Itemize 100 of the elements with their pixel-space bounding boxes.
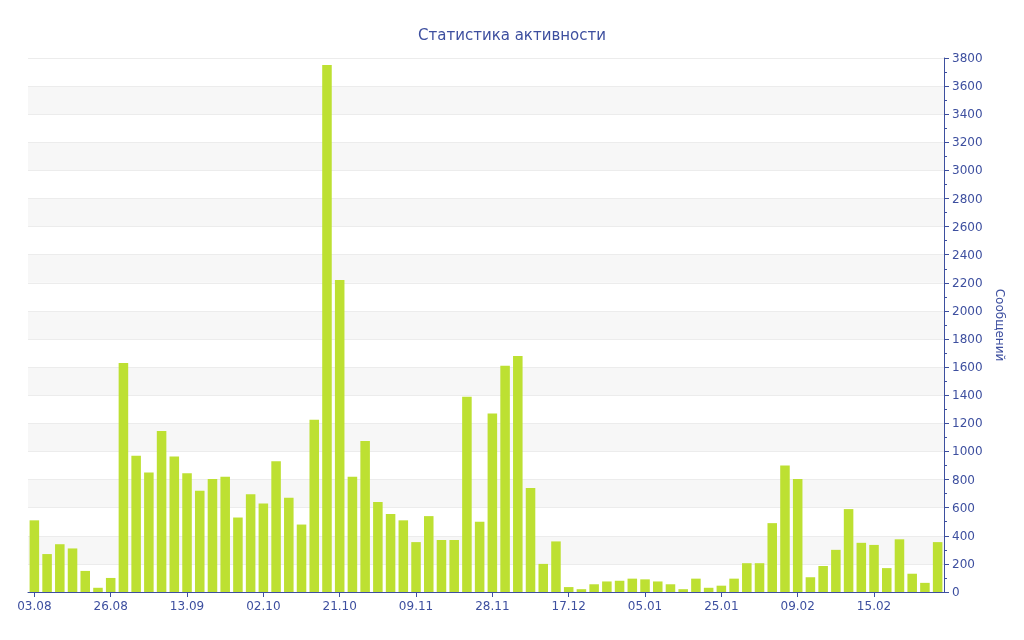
bar: [93, 587, 103, 592]
x-tick-label: 03.08: [17, 599, 52, 613]
bar: [652, 581, 663, 592]
y-axis-title: Сообщений: [993, 288, 1007, 362]
bar: [373, 502, 383, 592]
bar: [347, 476, 358, 592]
x-tick-label: 25.01: [704, 599, 739, 613]
bar: [360, 440, 370, 592]
y-tick-label: 2400: [952, 247, 983, 262]
bar: [563, 587, 574, 592]
bar: [233, 517, 243, 592]
y-tick-label: 0: [952, 585, 960, 599]
x-tick-label: 26.08: [93, 599, 128, 613]
y-tick-label: 3800: [952, 51, 983, 65]
bar: [627, 578, 638, 592]
y-tick-label: 3200: [952, 135, 983, 150]
bar: [589, 584, 599, 592]
bar: [194, 490, 205, 592]
bar: [487, 413, 498, 592]
bar: [245, 494, 256, 592]
bar: [538, 563, 549, 592]
bar: [729, 578, 739, 592]
bar: [29, 520, 40, 592]
y-tick-label: 200: [952, 556, 975, 571]
bar: [907, 573, 917, 592]
x-tick-label: 17.12: [551, 599, 586, 613]
bar: [309, 419, 320, 592]
x-tick-label: 02.10: [246, 599, 281, 613]
y-tick-label: 3600: [952, 79, 983, 94]
y-tick-label: 600: [952, 500, 975, 515]
bar: [716, 585, 727, 592]
y-tick-label: 1000: [952, 444, 983, 459]
bar: [271, 461, 281, 592]
bar: [665, 584, 676, 592]
bar: [602, 581, 612, 592]
bar: [42, 554, 52, 592]
bar: [920, 582, 930, 592]
bar: [792, 478, 803, 592]
y-tick-label: 1600: [952, 360, 983, 375]
bar: [640, 579, 650, 592]
y-tick-label: 2600: [952, 219, 983, 234]
bar: [843, 509, 854, 592]
bar: [869, 544, 879, 592]
bar: [894, 539, 905, 592]
bar: [131, 455, 141, 592]
bar: [525, 488, 536, 592]
bar: [932, 542, 943, 592]
bar: [856, 542, 867, 592]
bar: [118, 362, 129, 592]
y-tick-label: 3400: [952, 107, 983, 122]
y-tick-label: 1800: [952, 332, 983, 347]
y-tick-label: 2000: [952, 303, 983, 318]
bar: [551, 541, 561, 592]
bar: [614, 580, 625, 592]
chart-title: Статистика активности: [418, 25, 606, 44]
y-tick-label: 400: [952, 528, 975, 543]
bar: [449, 540, 459, 592]
bar: [284, 497, 294, 592]
bar: [678, 589, 688, 592]
bar: [805, 577, 816, 592]
bar: [831, 549, 841, 592]
y-tick-label: 1200: [952, 416, 983, 431]
y-tick-label: 3000: [952, 163, 983, 178]
bar: [423, 516, 434, 592]
bar: [385, 514, 396, 592]
x-tick-label: 09.02: [780, 599, 815, 613]
bar: [754, 563, 765, 592]
x-tick-label: 13.09: [169, 599, 205, 613]
bar: [576, 589, 587, 592]
bar: [182, 473, 192, 592]
bar: [767, 523, 778, 592]
y-tick-label: 2800: [952, 191, 983, 206]
bar: [691, 578, 701, 592]
x-tick-label: 09.11: [398, 599, 434, 613]
bar: [881, 568, 892, 592]
bar: [500, 365, 510, 592]
y-tick-label: 2200: [952, 275, 983, 290]
bar: [220, 476, 230, 592]
bar: [398, 520, 409, 592]
y-tick-label: 800: [952, 472, 975, 487]
bar: [258, 503, 269, 592]
bar: [322, 65, 332, 592]
x-tick-label: 15.02: [856, 599, 892, 613]
x-tick-label: 05.01: [627, 599, 663, 613]
bar: [436, 540, 447, 592]
bar: [156, 431, 167, 592]
bar: [780, 465, 790, 592]
bar: [144, 472, 154, 592]
bar: [105, 577, 116, 592]
bar: [703, 587, 714, 592]
bar: [818, 566, 828, 592]
bar: [80, 570, 91, 592]
x-tick-label: 28.11: [475, 599, 510, 613]
bar: [462, 396, 472, 592]
bar: [207, 478, 218, 592]
bar: [55, 544, 65, 592]
bar: [513, 355, 523, 592]
y-tick-label: 1400: [952, 388, 983, 403]
x-tick-label: 21.10: [322, 599, 357, 613]
bar: [474, 521, 485, 592]
